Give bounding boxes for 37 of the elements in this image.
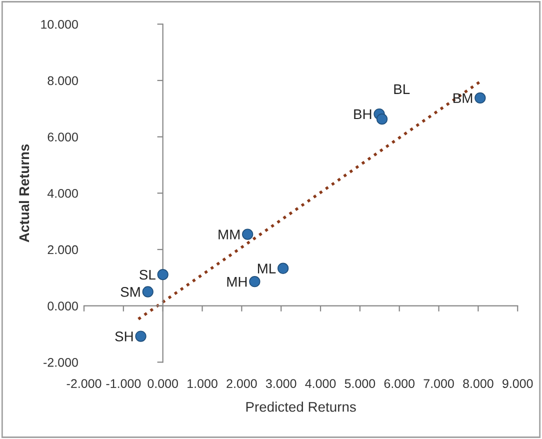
x-tick-label: 9.000 [502,379,533,388]
y-tick-label: -2.000 [44,358,78,367]
series-label: BL [394,84,410,94]
y-tick-label: 0.000 [48,302,78,310]
x-tick-label: 3.000 [266,379,296,388]
point [142,286,154,298]
point [474,92,486,104]
series-label: ML [258,264,276,274]
point [376,114,388,125]
x-tick-label: -2.000 [66,379,102,388]
point [249,276,260,288]
series-label: SM [120,287,140,297]
x-tick-label: 7.000 [424,379,454,388]
x-tick-label: 1.000 [188,379,218,388]
point [135,330,146,342]
x-tick-label: 4.000 [305,379,336,388]
y-tick-label: 4.000 [47,188,78,198]
x-tick-label: -1.000 [106,379,141,388]
x-tick-label: 0.000 [148,379,178,388]
y-tick-label: 2.000 [48,245,78,254]
point [242,228,254,240]
series-label: MH [227,277,247,287]
y-tick-label: 8.000 [48,76,78,86]
series-label: SH [115,332,133,342]
series-label: MM [218,230,240,240]
x-tick-label: 8.000 [463,379,494,388]
point [157,269,168,280]
x-tick-label: 2.000 [226,379,257,388]
x-axis-title: Predicted Returns [246,402,356,412]
y-tick-label: 10.000 [41,20,78,29]
point [278,262,289,274]
x-tick-label: 5.000 [344,379,376,388]
y-axis-title: Actual Returns [18,144,30,242]
series-label: BH [354,109,372,119]
x-tick-label: 6.000 [384,379,415,388]
series-label: SL [140,270,156,280]
y-tick-label: 6.000 [48,132,78,142]
